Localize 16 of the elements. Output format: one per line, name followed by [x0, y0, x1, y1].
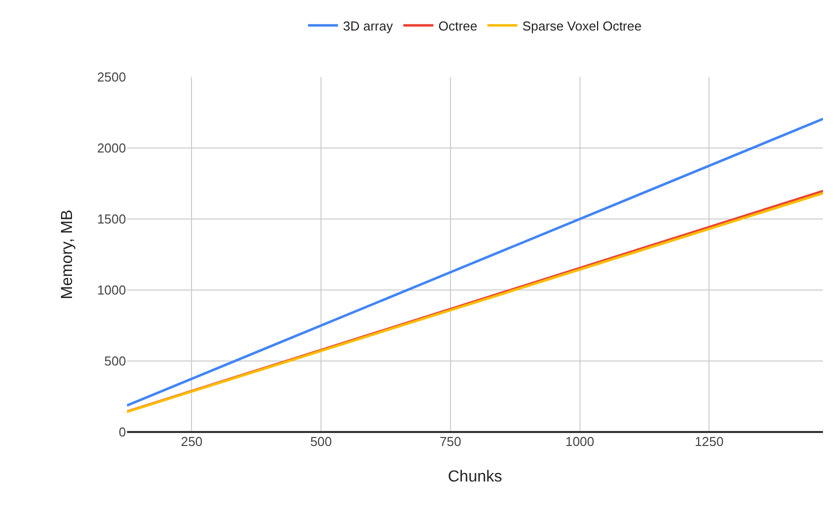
x-tick-label: 500	[310, 434, 332, 449]
x-axis-title: Chunks	[448, 468, 502, 486]
legend-label: Octree	[438, 18, 478, 34]
y-tick-label: 0	[118, 424, 126, 440]
legend-label: 3D array	[343, 18, 394, 34]
legend-label: Sparse Voxel Octree	[522, 18, 642, 34]
y-tick-label: 1000	[97, 282, 126, 298]
x-tick-label: 250	[180, 434, 203, 449]
y-axis-title: Memory, MB	[58, 210, 76, 300]
x-tick-label: 1250	[694, 434, 724, 449]
y-tick-label: 2500	[97, 70, 126, 85]
x-tick-label: 1000	[565, 434, 594, 449]
y-tick-label: 500	[104, 354, 126, 369]
x-tick-label: 750	[440, 434, 462, 449]
y-tick-label: 2000	[97, 140, 126, 156]
y-tick-label: 1500	[97, 212, 126, 227]
